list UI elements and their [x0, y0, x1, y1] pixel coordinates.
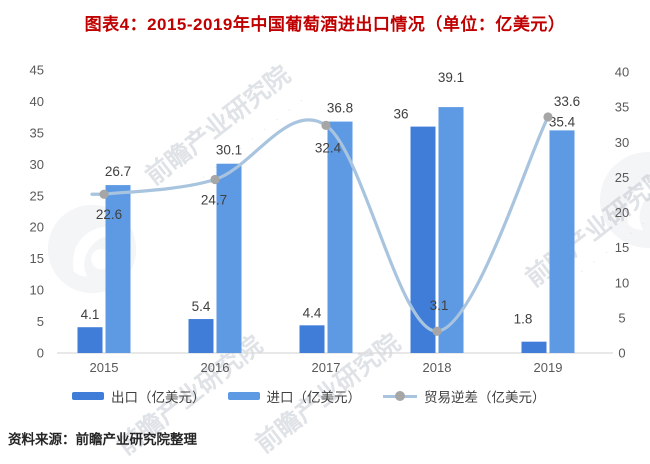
import-bar-label: 35.4 [549, 114, 576, 129]
left-axis-tick: 15 [30, 251, 44, 266]
right-axis-tick: 5 [618, 310, 625, 325]
x-axis-label: 2018 [423, 360, 452, 375]
export-bar-label: 5.4 [192, 299, 211, 314]
left-axis-tick: 35 [30, 125, 44, 140]
deficit-line-marker [432, 326, 442, 336]
export-bar [188, 319, 214, 353]
deficit-line-marker [321, 120, 331, 130]
left-axis-tick: 10 [30, 283, 44, 298]
right-axis-tick: 30 [615, 135, 629, 150]
legend-label-export: 出口（亿美元） [111, 390, 206, 405]
export-bar [521, 341, 547, 353]
deficit-line-label: 22.6 [96, 207, 122, 222]
deficit-line-label: 24.7 [201, 192, 227, 207]
deficit-line-label: 33.6 [554, 94, 580, 109]
left-axis-tick: 20 [30, 220, 44, 235]
x-axis-label: 2016 [201, 360, 230, 375]
import-bar-label: 30.1 [216, 143, 242, 158]
deficit-line-marker [99, 189, 109, 199]
left-axis-tick: 25 [30, 188, 44, 203]
deficit-line-swatch [383, 391, 417, 401]
export-bar-label: 36 [393, 107, 408, 122]
deficit-line [90, 115, 550, 333]
x-axis-label: 2015 [90, 360, 119, 375]
import-bar-label: 39.1 [438, 70, 464, 85]
watermark-globe-icon [600, 152, 650, 248]
import-bar [549, 130, 575, 353]
x-axis-label: 2019 [534, 360, 563, 375]
deficit-line-label: 32.4 [315, 140, 342, 155]
right-axis-tick: 0 [618, 346, 625, 361]
import-bar [216, 163, 242, 353]
deficit-line-label: 3.1 [430, 298, 449, 313]
combo-bar-line-chart: 0 5 10 15 20 25 30 35 40 45 0 5 10 15 20 25 30 35 40 2015 20… [30, 63, 630, 376]
export-series-swatch [72, 392, 104, 400]
left-axis-tick: 5 [37, 314, 44, 329]
export-bar-label: 4.1 [81, 307, 100, 322]
export-bar [77, 327, 103, 353]
left-axis-tick: 45 [30, 63, 44, 78]
x-axis-label: 2017 [312, 360, 341, 375]
right-axis-tick: 25 [615, 170, 629, 185]
legend-item-import: 进口（亿美元） [227, 386, 362, 406]
import-bar [438, 107, 464, 353]
import-bar-label: 36.8 [327, 101, 353, 116]
left-axis-tick: 0 [37, 346, 44, 361]
legend-label-deficit: 贸易逆差（亿美元） [424, 390, 546, 405]
chart-legend: 出口（亿美元） 进口（亿美元） 贸易逆差（亿美元） [72, 386, 568, 406]
legend-item-deficit: 贸易逆差（亿美元） [383, 386, 546, 406]
import-bar [105, 185, 131, 353]
import-series-swatch [227, 392, 260, 400]
legend-label-import: 进口（亿美元） [266, 390, 362, 405]
left-axis-tick: 40 [30, 94, 44, 109]
right-axis-tick: 35 [615, 100, 629, 115]
export-bar-label: 4.4 [303, 305, 322, 320]
source-note: 资料来源：前瞻产业研究院整理 [8, 432, 197, 447]
deficit-line-marker [543, 112, 553, 122]
legend-item-export: 出口（亿美元） [72, 386, 206, 406]
deficit-marker-dot [395, 391, 405, 401]
left-axis-tick: 30 [30, 157, 44, 172]
deficit-line-marker [210, 174, 220, 185]
right-axis-tick: 10 [615, 275, 629, 290]
right-axis-tick: 40 [615, 65, 629, 80]
export-bar [299, 325, 325, 353]
export-bar [410, 126, 436, 353]
chart-title: 图表4：2015-2019年中国葡萄酒进出口情况（单位：亿美元） [84, 15, 566, 34]
right-axis-tick: 20 [615, 205, 629, 220]
import-bar-label: 26.7 [105, 164, 131, 179]
export-bar-label: 1.8 [514, 312, 533, 327]
right-axis-tick: 15 [615, 240, 629, 255]
